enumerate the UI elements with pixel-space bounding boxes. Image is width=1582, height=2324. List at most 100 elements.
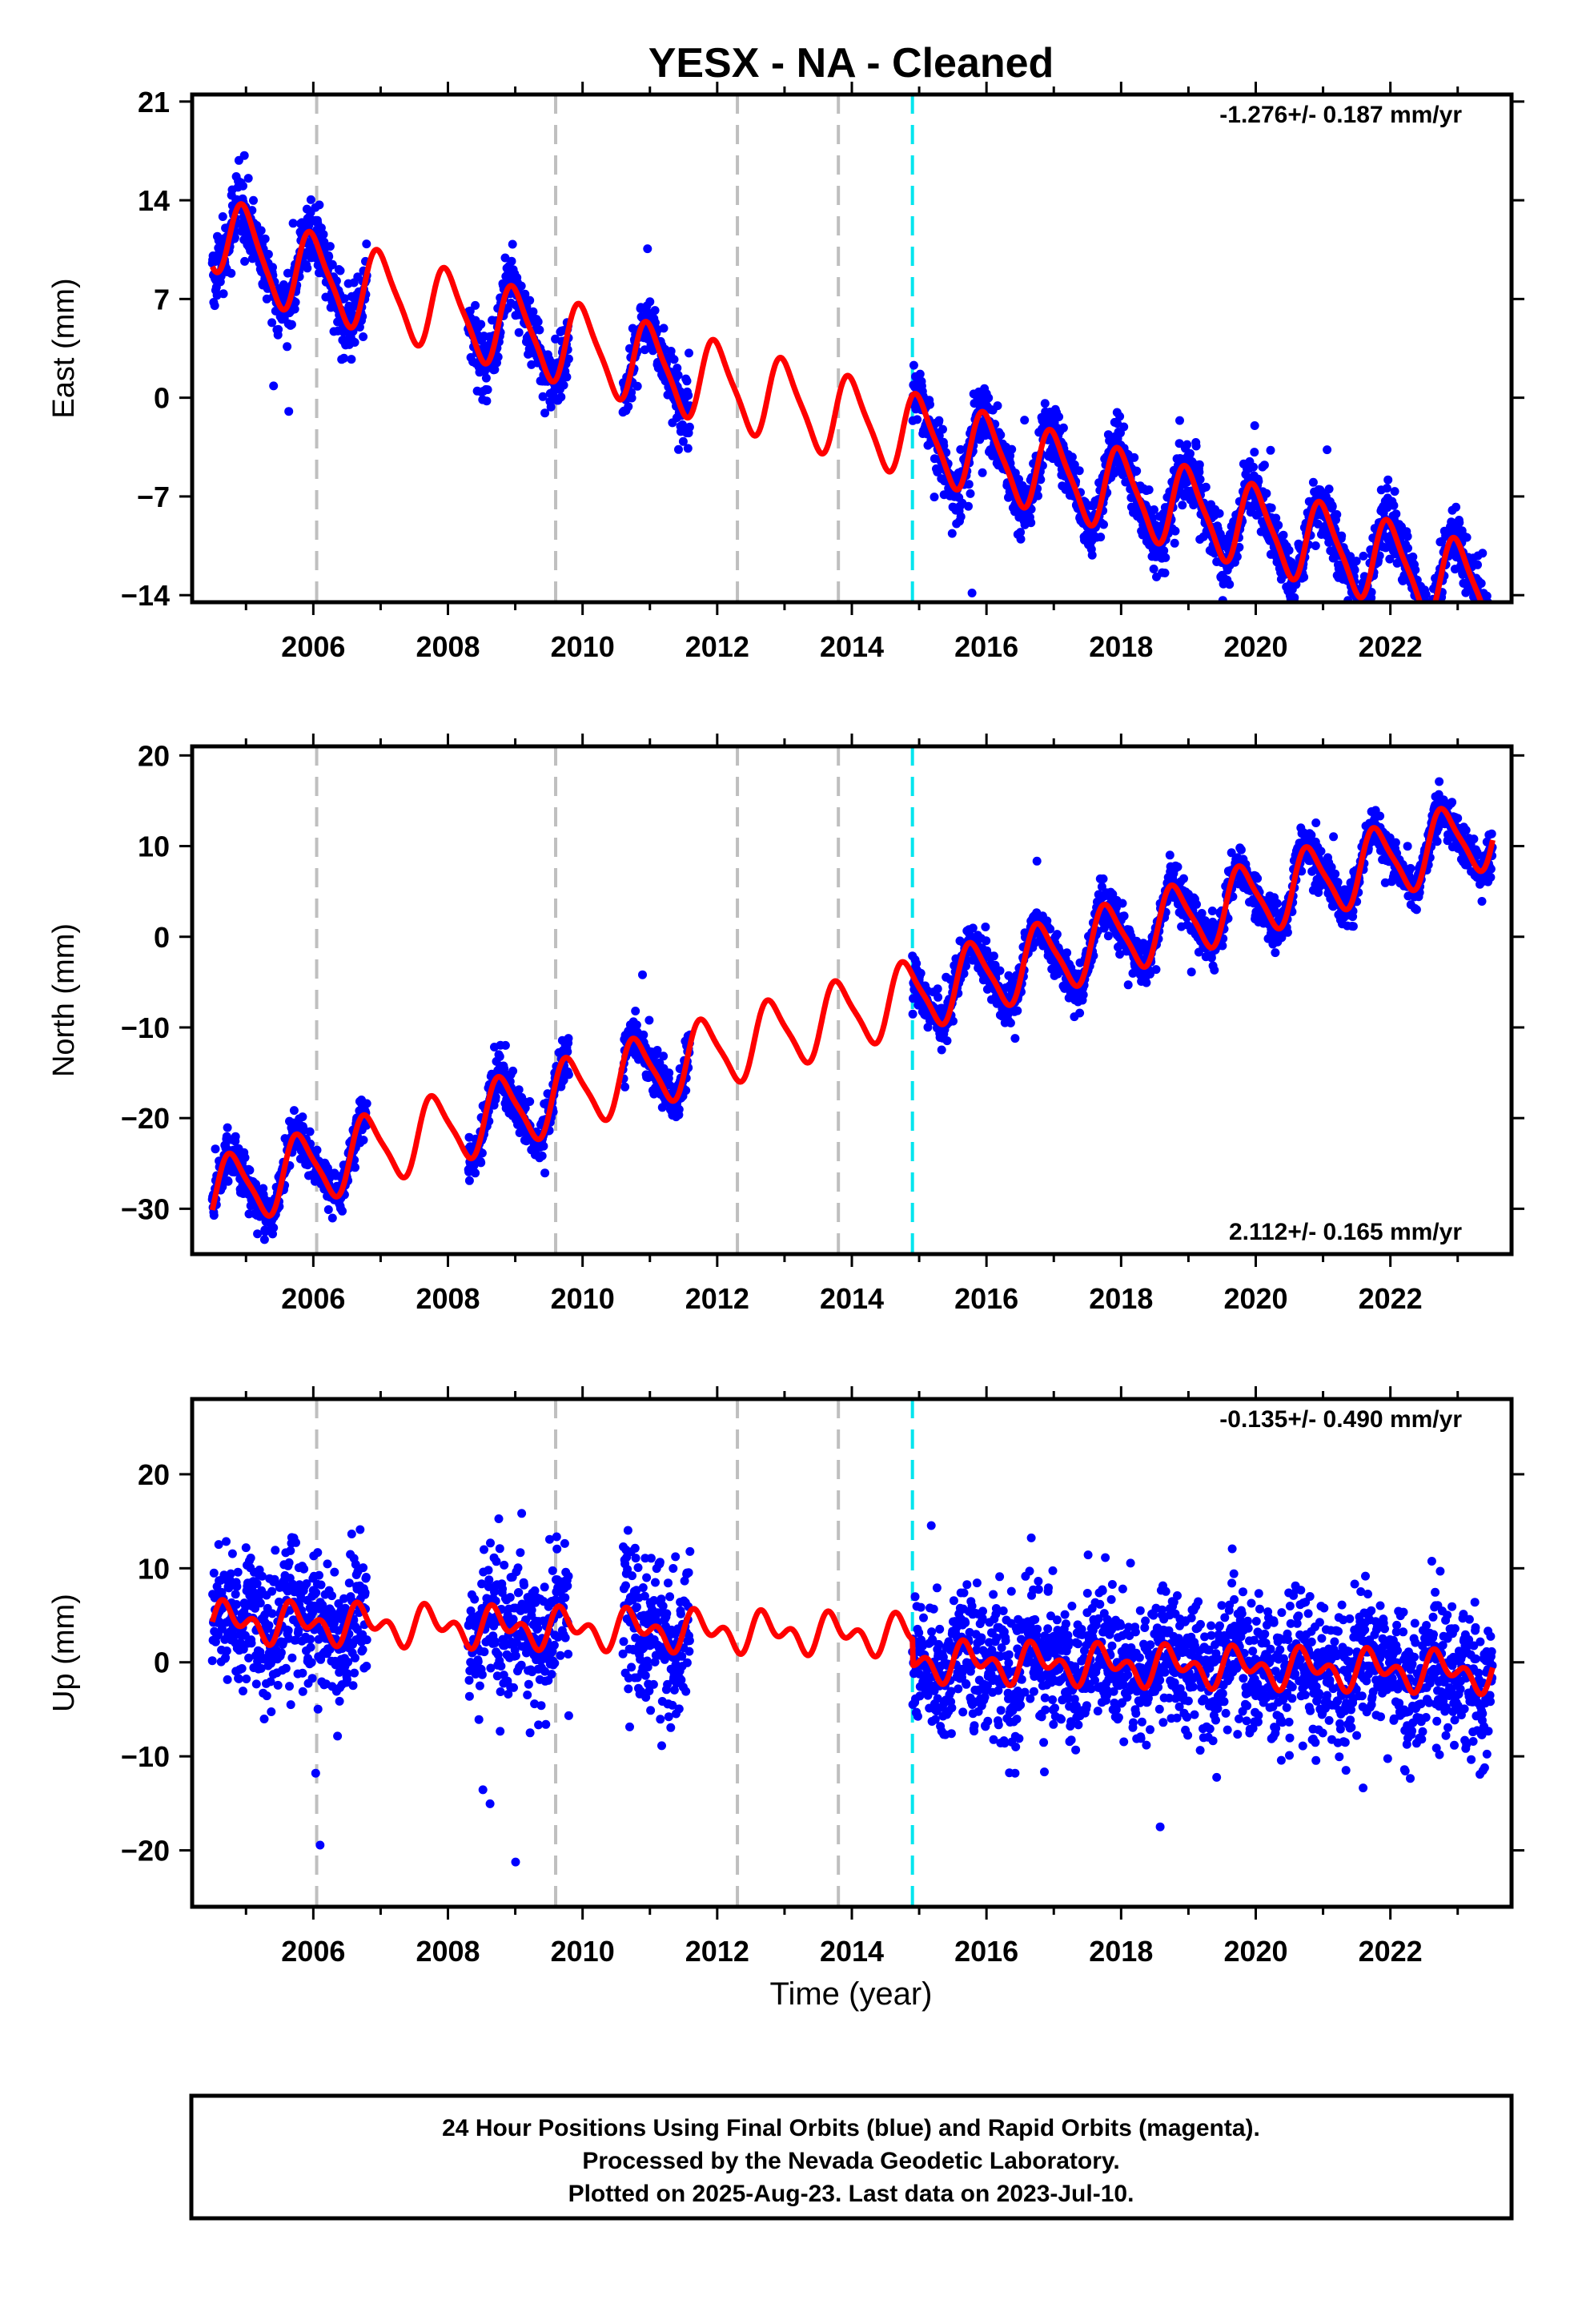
data-point [1170, 538, 1179, 548]
x-tick-label: 2020 [1223, 630, 1287, 663]
data-point [683, 444, 693, 453]
data-point [1452, 502, 1461, 512]
data-point [1284, 545, 1294, 555]
data-point [1367, 588, 1376, 597]
data-point [1013, 1006, 1022, 1015]
data-point [1480, 621, 1489, 629]
data-point [1431, 625, 1439, 633]
data-point [681, 1086, 691, 1096]
data-point [959, 969, 969, 979]
data-point [1058, 423, 1068, 432]
data-point [269, 381, 279, 391]
data-point [1488, 630, 1496, 639]
data-point [926, 400, 934, 409]
data-point [908, 1009, 917, 1019]
data-point [538, 392, 548, 401]
data-point [1142, 978, 1151, 987]
data-point [1424, 622, 1433, 631]
data-point [1007, 444, 1017, 454]
data-point [933, 984, 942, 994]
data-point [1416, 619, 1425, 628]
data-point [253, 1229, 263, 1239]
data-point [1421, 589, 1431, 599]
data-point [535, 325, 544, 335]
data-point [909, 360, 918, 370]
data-point [1274, 521, 1283, 530]
data-point [938, 424, 947, 434]
data-point [666, 347, 676, 356]
data-point [659, 1051, 669, 1061]
data-point [476, 320, 486, 329]
data-point [319, 230, 328, 239]
data-point [1423, 621, 1431, 630]
data-point [508, 239, 517, 249]
data-point [1132, 466, 1142, 476]
data-point [351, 1163, 359, 1172]
data-point [1192, 899, 1201, 909]
data-point [324, 251, 334, 261]
data-point [1351, 557, 1361, 566]
x-tick-label: 2010 [551, 630, 615, 663]
data-point [1480, 607, 1488, 616]
data-point [1279, 530, 1288, 540]
data-point [256, 226, 266, 235]
data-point [1389, 501, 1399, 510]
data-point [1178, 501, 1187, 510]
data-point [1391, 509, 1401, 519]
data-point [1283, 927, 1292, 937]
data-point [525, 1097, 535, 1106]
data-point [303, 263, 312, 273]
data-point [1034, 491, 1042, 501]
data-point [1262, 489, 1271, 498]
data-point [562, 372, 572, 382]
data-point [981, 923, 990, 931]
data-point [1485, 609, 1494, 618]
data-point [1215, 509, 1224, 518]
data-point [556, 392, 566, 402]
data-point [218, 212, 227, 221]
data-point [1249, 462, 1258, 472]
data-point [665, 1068, 674, 1078]
data-point [1361, 607, 1370, 616]
data-point [239, 181, 247, 191]
data-point [1361, 606, 1370, 615]
plot-area [207, 746, 1497, 1254]
data-point [514, 328, 524, 337]
data-point [624, 402, 633, 412]
data-point [1431, 604, 1440, 613]
data-point [245, 1165, 255, 1175]
data-point [564, 1070, 573, 1080]
data-point [1485, 606, 1494, 615]
data-point [240, 256, 250, 266]
data-point [1144, 485, 1154, 495]
final-orbit-points [207, 151, 1496, 653]
y-axis-label: East (mm) [47, 278, 81, 418]
data-point [912, 959, 921, 968]
data-point [1144, 613, 1153, 621]
east-panel: 2006 2008 2010 2012 2014 2016 2018 2020 20222114… [47, 82, 1524, 663]
data-point [1481, 617, 1490, 625]
data-point [1425, 609, 1434, 617]
data-point [1271, 948, 1280, 958]
data-point [1467, 604, 1476, 613]
data-point [263, 250, 273, 259]
data-point [540, 408, 550, 418]
data-point [491, 1092, 500, 1102]
data-point [684, 391, 693, 400]
data-point [1436, 609, 1445, 617]
data-point [1299, 573, 1309, 582]
data-point [1425, 610, 1434, 619]
data-point [1267, 503, 1276, 513]
data-point [1151, 965, 1161, 975]
data-point [652, 1046, 662, 1055]
data-point [1036, 475, 1046, 485]
data-point [913, 415, 922, 424]
data-point [1075, 1008, 1085, 1018]
data-point [1308, 477, 1318, 487]
data-point [528, 307, 538, 316]
data-point [1480, 644, 1489, 653]
data-point [937, 1045, 946, 1055]
data-point [1425, 639, 1434, 648]
data-point [227, 268, 236, 278]
